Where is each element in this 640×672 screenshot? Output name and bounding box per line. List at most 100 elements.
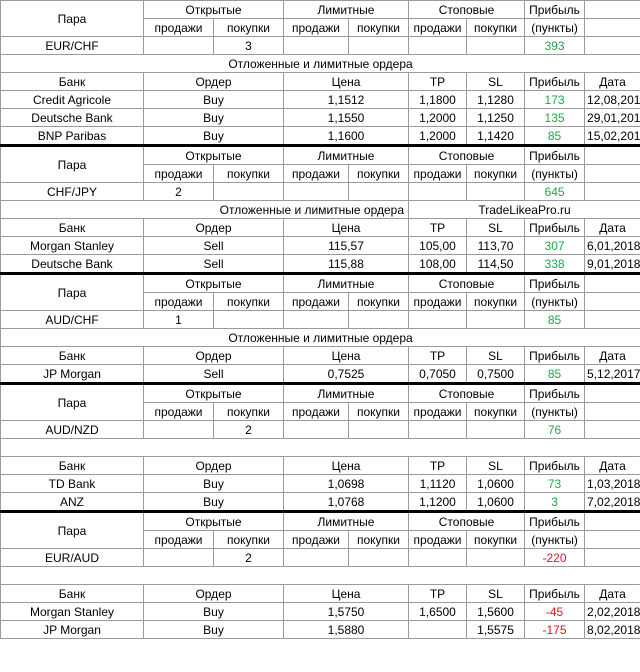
sell-subheader: продажи	[408, 164, 468, 183]
sl-header: SL	[466, 72, 526, 91]
sell-subheader: продажи	[283, 292, 349, 311]
profit-cell: 85	[524, 126, 586, 147]
buy-subheader: покупки	[466, 292, 526, 311]
pair-header: Пара	[0, 145, 144, 183]
order-type-cell: Buy	[143, 602, 284, 621]
tp-cell: 105,00	[408, 236, 468, 255]
section-title-row: Отложенные и лимитные ордера TradeLikeaP…	[0, 200, 640, 219]
tp-cell: 1,2000	[408, 126, 468, 147]
sell-subheader: продажи	[408, 402, 468, 421]
points-subheader: (пункты)	[524, 164, 586, 183]
profit-value: 85	[524, 310, 586, 329]
sl-cell: 1,0600	[466, 492, 526, 513]
open-buy-value: 2	[213, 420, 284, 439]
sl-cell: 1,1420	[466, 126, 526, 147]
pair-value: AUD/CHF	[0, 310, 144, 329]
pending-orders-title: Отложенные и лимитные ордера	[0, 328, 640, 347]
orders-header-row: Банк Ордер Цена TP SL Прибыль Дата	[0, 584, 640, 603]
order-type-cell: Buy	[143, 492, 284, 513]
pending-orders-title: Отложенные и лимитные ордера	[0, 200, 410, 219]
bank-header: Банк	[0, 584, 144, 603]
profit-value: 393	[524, 36, 586, 55]
open-sell-value	[143, 548, 214, 567]
summary-subheader-row: продажи покупки продажи покупки продажи …	[1, 292, 640, 311]
order-row: Credit Agricole Buy 1,1512 1,1800 1,1280…	[0, 90, 640, 109]
sl-cell: 1,1280	[466, 90, 526, 109]
profit-header: Прибыль	[524, 383, 586, 403]
summary-subheader-row: продажи покупки продажи покупки продажи …	[1, 18, 640, 37]
profit-value: 76	[524, 420, 586, 439]
profit-header: Прибыль	[524, 511, 586, 531]
sl-header: SL	[466, 218, 526, 237]
sl-cell: 1,1250	[466, 108, 526, 127]
orders-header-row: Банк Ордер Цена TP SL Прибыль Дата	[0, 346, 640, 365]
limit-header: Лимитные	[282, 273, 410, 293]
open-header: Открытые	[143, 273, 284, 293]
pair-value: EUR/AUD	[0, 548, 144, 567]
buy-subheader: покупки	[466, 530, 526, 549]
sl-cell: 1,0600	[466, 474, 526, 493]
profit-cell: 85	[524, 364, 586, 385]
summary-value-row: EUR/CHF 3 393	[0, 36, 640, 55]
sell-subheader: продажи	[283, 18, 349, 37]
date-cell: 15,02,2018	[584, 126, 640, 147]
price-cell: 1,1550	[282, 108, 410, 127]
pending-orders-title: Отложенные и лимитные ордера	[0, 54, 640, 73]
profit-header: Прибыль	[524, 346, 586, 365]
sl-header: SL	[466, 456, 526, 475]
order-row: BNP Paribas Buy 1,1600 1,2000 1,1420 85 …	[0, 126, 640, 147]
profit-header: Прибыль	[524, 145, 586, 165]
sell-subheader: продажи	[283, 402, 349, 421]
orders-header-row: Банк Ордер Цена TP SL Прибыль Дата	[0, 456, 640, 475]
order-row: Deutsche Bank Buy 1,1550 1,2000 1,1250 1…	[0, 108, 640, 127]
sl-cell: 113,70	[466, 236, 526, 255]
order-type-cell: Sell	[143, 236, 284, 255]
order-row: Morgan Stanley Buy 1,5750 1,6500 1,5600 …	[0, 602, 640, 621]
stop-header: Стоповые	[408, 273, 526, 293]
summary-value-row: AUD/NZD 2 76	[0, 420, 640, 439]
bank-cell: Morgan Stanley	[0, 236, 144, 255]
order-type-cell: Sell	[143, 254, 284, 275]
bank-cell: Credit Agricole	[0, 90, 144, 109]
buy-subheader: покупки	[347, 18, 410, 37]
profit-header: Прибыль	[524, 456, 586, 475]
bank-cell: TD Bank	[0, 474, 144, 493]
date-cell: 2,02,2018	[584, 602, 640, 621]
open-buy-value: 2	[213, 548, 284, 567]
stop-header: Стоповые	[408, 383, 526, 403]
sl-header: SL	[466, 346, 526, 365]
sell-subheader: продажи	[143, 18, 214, 37]
tp-header: TP	[408, 218, 468, 237]
profit-cell: 338	[524, 254, 586, 275]
open-sell-value: 2	[143, 182, 214, 201]
sl-header: SL	[466, 584, 526, 603]
buy-subheader: покупки	[347, 164, 410, 183]
order-type-cell: Sell	[143, 364, 284, 385]
sell-subheader: продажи	[408, 530, 468, 549]
date-header: Дата	[584, 584, 640, 603]
date-cell: 29,01,2018	[584, 108, 640, 127]
buy-subheader: покупки	[213, 18, 284, 37]
order-row: ANZ Buy 1,0768 1,1200 1,0600 3 7,02,2018	[0, 492, 640, 513]
tp-cell: 1,1120	[408, 474, 468, 493]
bank-cell: Deutsche Bank	[0, 254, 144, 275]
sl-cell: 114,50	[466, 254, 526, 275]
date-header: Дата	[584, 346, 640, 365]
summary-value-row: AUD/CHF 1 85	[0, 310, 640, 329]
profit-header: Прибыль	[524, 273, 586, 293]
buy-subheader: покупки	[347, 530, 410, 549]
tp-cell: 1,1800	[408, 90, 468, 109]
bank-header: Банк	[0, 346, 144, 365]
bank-header: Банк	[0, 218, 144, 237]
date-cell: 9,01,2018	[584, 254, 640, 275]
bank-cell: JP Morgan	[0, 620, 144, 639]
buy-subheader: покупки	[466, 18, 526, 37]
blank-row	[0, 438, 640, 457]
profit-cell: 3	[524, 492, 586, 513]
order-header: Ордер	[143, 72, 284, 91]
price-cell: 0,7525	[282, 364, 410, 385]
order-header: Ордер	[143, 346, 284, 365]
price-header: Цена	[282, 584, 410, 603]
points-subheader: (пункты)	[524, 292, 586, 311]
sell-subheader: продажи	[408, 292, 468, 311]
